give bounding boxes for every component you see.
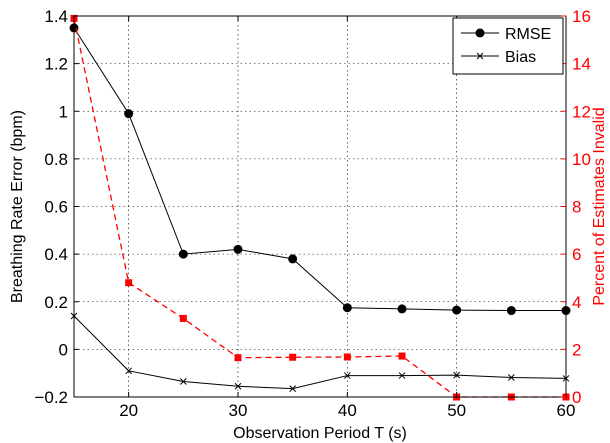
y-left-tick-label: 0.8	[44, 150, 68, 169]
data-point	[343, 353, 351, 361]
data-point	[179, 314, 187, 322]
data-point	[233, 244, 243, 254]
data-point	[342, 303, 352, 313]
data-point	[289, 353, 297, 361]
y-left-tick-label: 0.6	[44, 198, 68, 217]
data-point	[453, 371, 461, 379]
x-tick-label: 50	[447, 401, 466, 420]
data-point	[125, 367, 133, 375]
y-left-tick-label: 1.2	[44, 55, 68, 74]
legend-entry-bias: Bias	[461, 49, 536, 66]
series-line	[73, 27, 566, 312]
axis-ticks: 20 30 40 50 60 −0.2 0 0.2 0.4 0.6 0.8 1 1.2 1.4 0 2 4 6 8 1…	[34, 7, 590, 420]
data-point	[452, 305, 462, 315]
x-tick-label: 40	[338, 401, 357, 420]
y-right-tick-label: 2	[572, 340, 581, 359]
legend-entry-rmse: RMSE	[461, 26, 551, 43]
y-right-tick-label: 12	[572, 102, 591, 121]
plot-series	[69, 14, 571, 401]
x-axis-label: Observation Period T (s)	[233, 425, 407, 442]
y-right-tick-label: 8	[572, 198, 581, 217]
y-left-tick-label: 1	[59, 102, 68, 121]
y-left-tick-label: 1.4	[44, 7, 68, 26]
data-point	[125, 279, 133, 287]
series-line	[73, 315, 567, 390]
y-right-tick-label: 16	[572, 7, 591, 26]
data-point	[178, 249, 188, 259]
legend-marker	[476, 52, 484, 60]
x-tick-label: 30	[229, 401, 248, 420]
data-point	[343, 372, 351, 379]
data-point	[507, 374, 515, 381]
data-point	[288, 254, 298, 264]
series-rmse	[69, 23, 571, 316]
data-point	[234, 354, 242, 362]
y-right-tick-label: 6	[572, 245, 581, 264]
y-right-tick-label: 10	[572, 150, 591, 169]
x-tick-label: 60	[557, 401, 576, 420]
y-left-tick-label: 0	[59, 340, 68, 359]
legend-marker	[475, 28, 485, 38]
y-left-tick-label: 0.2	[44, 293, 68, 312]
data-point	[289, 385, 297, 393]
y-right-tick-label: 14	[572, 55, 591, 74]
series-line	[73, 18, 566, 398]
y-right-tick-label: 0	[572, 388, 581, 407]
data-point	[179, 378, 187, 385]
legend-label: Bias	[505, 49, 536, 66]
y-axis-right-label: Percent of Estimates Invalid	[591, 107, 608, 305]
x-tick-label: 20	[119, 401, 138, 420]
series-bias	[70, 312, 570, 393]
data-point	[234, 382, 242, 390]
y-left-tick-label: 0.4	[44, 245, 68, 264]
y-right-tick-label: 4	[572, 293, 581, 312]
data-point	[398, 352, 406, 360]
data-point	[124, 109, 134, 119]
y-left-tick-label: −0.2	[34, 388, 68, 407]
legend-box	[452, 17, 564, 75]
data-point	[397, 304, 407, 314]
data-point	[398, 372, 406, 379]
legend: RMSE Bias	[452, 17, 564, 75]
data-point	[506, 306, 516, 316]
legend-label: RMSE	[505, 26, 551, 43]
y-axis-left-label: Breathing Rate Error (bpm)	[9, 110, 26, 303]
